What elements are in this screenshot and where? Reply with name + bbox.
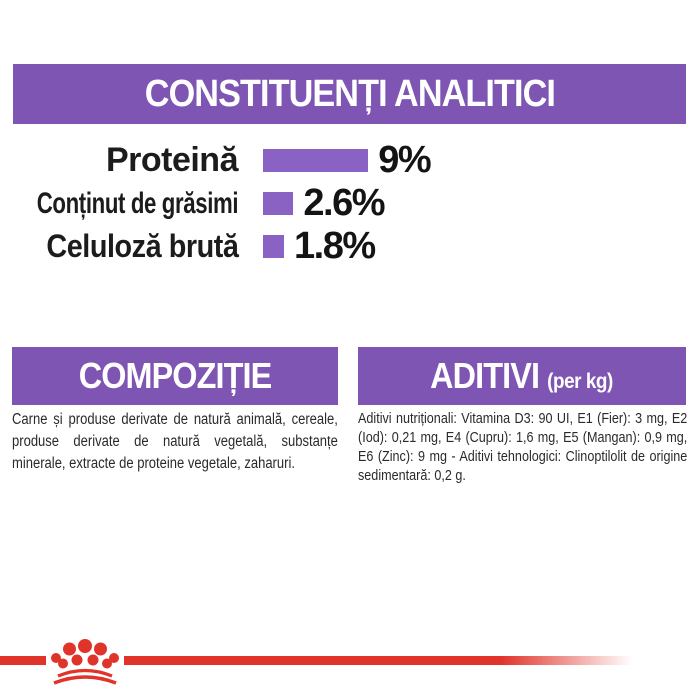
analytic-row-protein: Proteină 9% bbox=[0, 139, 700, 182]
analytic-constituents-chart: Proteină 9% Conținut de grăsimi 2.6% Cel… bbox=[0, 139, 700, 268]
analytic-label: Proteină bbox=[105, 141, 239, 179]
brand-line-left bbox=[0, 656, 46, 665]
analytic-label: Conținut de grăsimi bbox=[36, 186, 239, 220]
additives-banner: ADITIVI (per kg) bbox=[358, 347, 686, 405]
analytic-bar bbox=[263, 235, 285, 258]
analytic-constituents-title: CONSTITUENȚI ANALITICI bbox=[144, 72, 555, 115]
analytic-bar bbox=[263, 149, 369, 172]
analytic-label: Celuloză brută bbox=[45, 228, 239, 264]
analytic-row-fat: Conținut de grăsimi 2.6% bbox=[0, 182, 700, 225]
additives-heading: ADITIVI (per kg) bbox=[431, 355, 614, 397]
analytic-value: 1.8% bbox=[294, 225, 376, 267]
brand-line-right bbox=[124, 656, 648, 665]
royal-canin-crown-icon bbox=[51, 639, 119, 685]
analytic-row-fibre: Celuloză brută 1.8% bbox=[0, 225, 700, 268]
analytic-value: 9% bbox=[378, 139, 431, 181]
composition-title: COMPOZIȚIE bbox=[78, 355, 272, 396]
composition-banner: COMPOZIȚIE bbox=[12, 347, 338, 405]
additives-subtitle: (per kg) bbox=[547, 370, 614, 393]
composition-text: Carne și produse derivate de natură anim… bbox=[12, 411, 338, 472]
analytic-constituents-banner: CONSTITUENȚI ANALITICI bbox=[13, 64, 686, 124]
additives-text: Aditivi nutriționali: Vitamina D3: 90 UI… bbox=[358, 410, 688, 484]
additives-title: ADITIVI bbox=[430, 355, 541, 396]
analytic-bar bbox=[263, 192, 294, 215]
analytic-value: 2.6% bbox=[303, 182, 385, 224]
